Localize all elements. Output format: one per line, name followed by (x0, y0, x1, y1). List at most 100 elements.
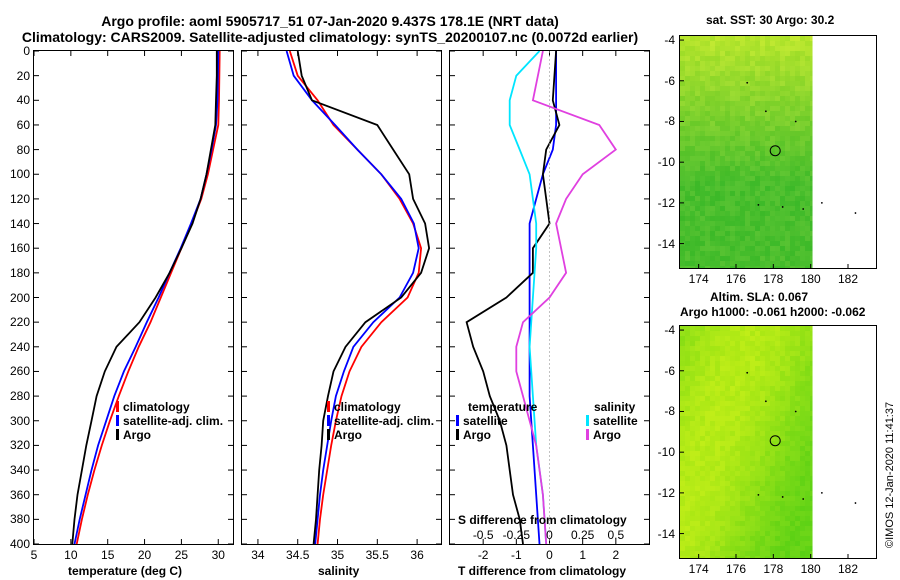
map-cell (795, 496, 800, 501)
map-cell (755, 71, 760, 76)
map-cell (725, 56, 730, 61)
map-cell (785, 351, 790, 356)
map-cell (730, 546, 735, 551)
map-cell (685, 126, 690, 131)
map-cell (750, 231, 755, 236)
map-cell (765, 421, 770, 426)
map-cell (810, 91, 813, 96)
map-cell (735, 546, 740, 551)
map-cell (775, 261, 780, 266)
map-cell (690, 251, 695, 256)
map-cell (790, 36, 795, 41)
map-cell (705, 131, 710, 136)
map-cell (760, 411, 765, 416)
map-cell (735, 36, 740, 41)
map-cell (810, 116, 813, 121)
map-cell (785, 256, 790, 261)
map-cell (680, 201, 685, 206)
map-cell (750, 436, 755, 441)
map-cell (705, 261, 710, 266)
map-cell (695, 506, 700, 511)
map-cell (725, 201, 730, 206)
map-cell (745, 36, 750, 41)
map-cell (800, 71, 805, 76)
map-cell (740, 486, 745, 491)
map-cell (720, 456, 725, 461)
map-cell (730, 516, 735, 521)
map-cell (750, 471, 755, 476)
map-cell (775, 406, 780, 411)
map-cell (685, 481, 690, 486)
map-cell (690, 151, 695, 156)
map-cell (760, 241, 765, 246)
map-cell (705, 101, 710, 106)
map-cell (745, 551, 750, 556)
map-cell (730, 366, 735, 371)
map-cell (690, 226, 695, 231)
map-cell (810, 391, 813, 396)
map-cell (780, 406, 785, 411)
map-cell (800, 196, 805, 201)
map-cell (780, 531, 785, 536)
map-cell (775, 516, 780, 521)
map-cell (805, 181, 810, 186)
map-cell (695, 461, 700, 466)
map-cell (780, 96, 785, 101)
map-cell (775, 446, 780, 451)
map-cell (740, 376, 745, 381)
map-cell (800, 231, 805, 236)
map-cell (745, 126, 750, 131)
map-cell (695, 116, 700, 121)
map-cell (810, 491, 813, 496)
map-cell (785, 396, 790, 401)
map-cell (800, 326, 805, 331)
map-cell (755, 356, 760, 361)
map-cell (780, 521, 785, 526)
map-cell (805, 36, 810, 41)
map-cell (805, 511, 810, 516)
map-cell (775, 116, 780, 121)
map-cell (720, 446, 725, 451)
map-cell (740, 221, 745, 226)
map-cell (765, 261, 770, 266)
map-cell (810, 266, 813, 268)
map-cell (705, 171, 710, 176)
map-cell (795, 471, 800, 476)
map-cell (795, 56, 800, 61)
map-cell (755, 506, 760, 511)
map-cell (680, 411, 685, 416)
x-tick-label: 35.5 (365, 548, 389, 562)
map-cell (750, 536, 755, 541)
map-cell (785, 81, 790, 86)
map-cell (810, 166, 813, 171)
map-cell (685, 81, 690, 86)
map-cell (745, 266, 750, 268)
map-cell (790, 361, 795, 366)
s-difference-xlabel: S difference from climatology (458, 513, 627, 527)
map-cell (700, 236, 705, 241)
map-cell (770, 456, 775, 461)
map-cell (705, 246, 710, 251)
map-cell (705, 166, 710, 171)
map-cell (710, 116, 715, 121)
figure-title-line2: Climatology: CARS2009. Satellite-adjuste… (21, 29, 639, 45)
map-cell (795, 36, 800, 41)
map-cell (795, 481, 800, 486)
map-cell (695, 91, 700, 96)
map-cell (775, 121, 780, 126)
map-cell (680, 211, 685, 216)
map-cell (680, 106, 685, 111)
map-cell (725, 71, 730, 76)
map-cell (790, 451, 795, 456)
map-cell (690, 456, 695, 461)
map-cell (735, 41, 740, 46)
map-cell (805, 156, 810, 161)
map-cell (800, 431, 805, 436)
map-cell (760, 531, 765, 536)
map-cell (780, 526, 785, 531)
map-cell (725, 181, 730, 186)
map-cell (680, 56, 685, 61)
map-cell (790, 456, 795, 461)
map-cell (780, 546, 785, 551)
map-cell (700, 481, 705, 486)
